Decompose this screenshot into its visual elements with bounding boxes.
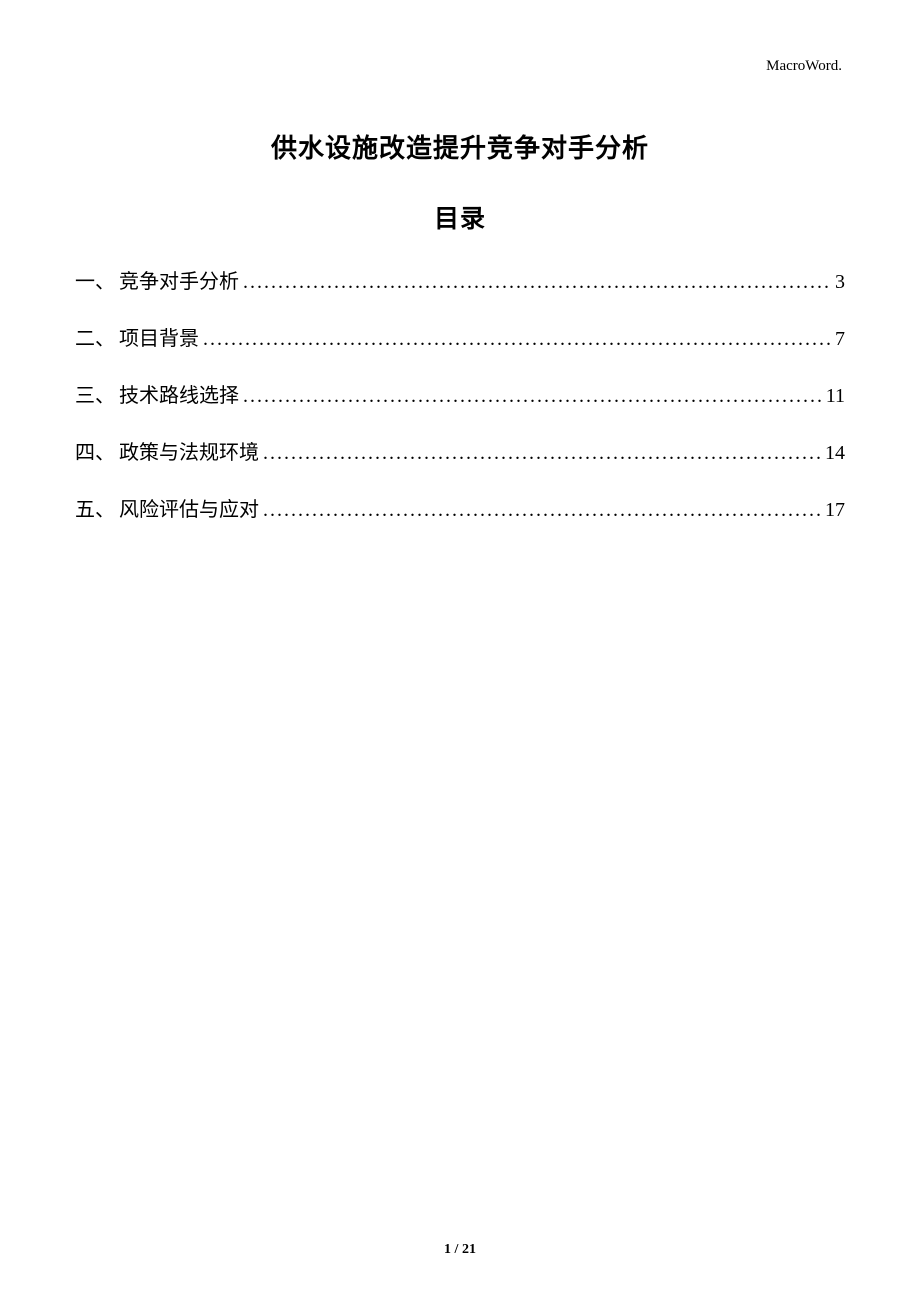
toc-entry-number: 二、 bbox=[75, 322, 115, 351]
page-number-total: 21 bbox=[462, 1242, 476, 1257]
page-footer: 1 / 21 bbox=[0, 1242, 920, 1258]
header-watermark: MacroWord. bbox=[766, 58, 842, 75]
table-of-contents: 一、 竞争对手分析 3 二、 项目背景 7 三、 技术路线选择 11 四、 政策… bbox=[75, 265, 845, 522]
toc-entry-page: 7 bbox=[835, 328, 845, 351]
toc-entry-number: 四、 bbox=[75, 436, 115, 465]
toc-entry-label: 政策与法规环境 bbox=[119, 436, 259, 465]
toc-entry-label: 风险评估与应对 bbox=[119, 493, 259, 522]
toc-entry: 一、 竞争对手分析 3 bbox=[75, 265, 845, 294]
toc-entry-number: 一、 bbox=[75, 265, 115, 294]
toc-entry-page: 17 bbox=[825, 499, 845, 522]
toc-entry-number: 三、 bbox=[75, 379, 115, 408]
document-page: MacroWord. 供水设施改造提升竞争对手分析 目录 一、 竞争对手分析 3… bbox=[0, 0, 920, 1302]
toc-entry-page: 11 bbox=[826, 385, 845, 408]
document-title: 供水设施改造提升竞争对手分析 bbox=[75, 128, 845, 165]
toc-entry-page: 3 bbox=[835, 271, 845, 294]
page-number-current: 1 bbox=[444, 1242, 451, 1257]
toc-heading: 目录 bbox=[75, 199, 845, 235]
toc-leader-dots bbox=[263, 442, 821, 465]
toc-entry-label: 技术路线选择 bbox=[119, 379, 239, 408]
page-number-separator: / bbox=[451, 1242, 462, 1257]
toc-leader-dots bbox=[263, 499, 821, 522]
toc-entry: 二、 项目背景 7 bbox=[75, 322, 845, 351]
toc-leader-dots bbox=[243, 385, 822, 408]
toc-entry-label: 竞争对手分析 bbox=[119, 265, 239, 294]
toc-entry-page: 14 bbox=[825, 442, 845, 465]
toc-leader-dots bbox=[203, 328, 831, 351]
toc-entry-number: 五、 bbox=[75, 493, 115, 522]
toc-entry: 四、 政策与法规环境 14 bbox=[75, 436, 845, 465]
toc-entry: 五、 风险评估与应对 17 bbox=[75, 493, 845, 522]
toc-leader-dots bbox=[243, 271, 831, 294]
toc-entry: 三、 技术路线选择 11 bbox=[75, 379, 845, 408]
toc-entry-label: 项目背景 bbox=[119, 322, 199, 351]
